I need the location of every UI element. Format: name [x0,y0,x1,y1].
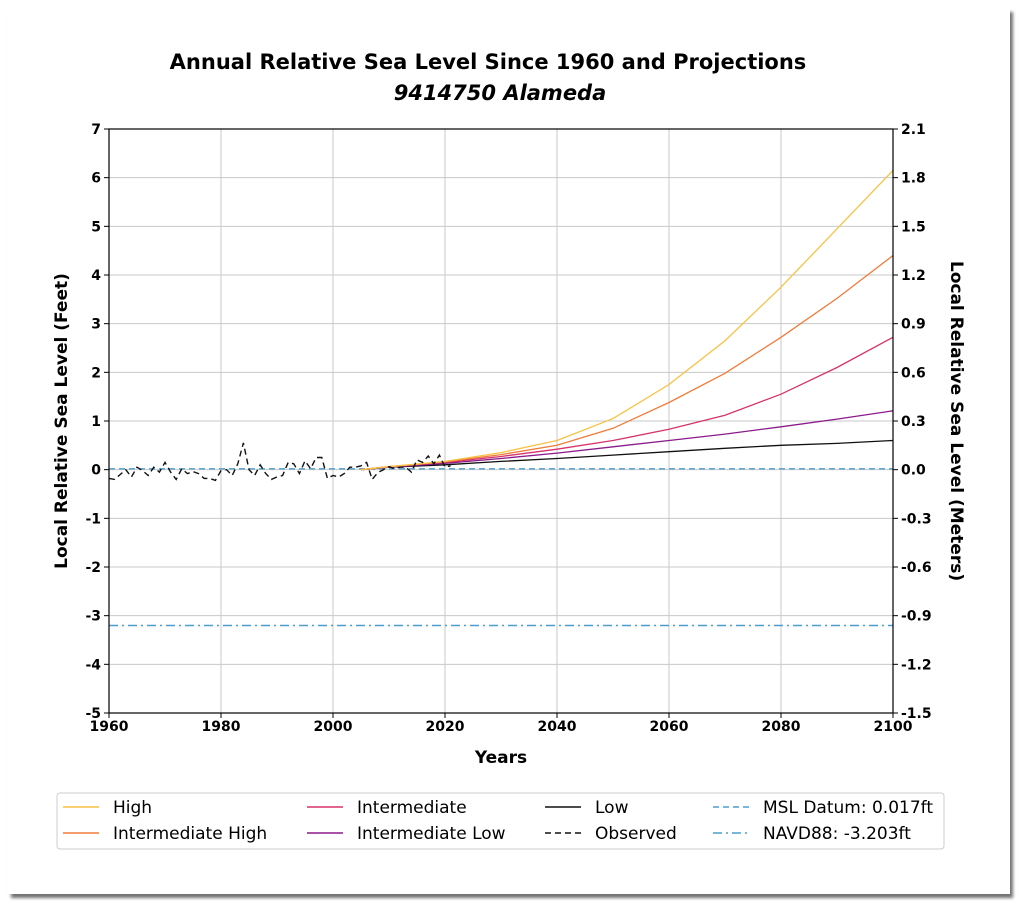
y-tick-label-right: -0.9 [901,609,932,625]
y-tick-label-right: -1.2 [901,657,932,673]
x-tick-label: 1980 [202,719,241,735]
y-tick-label-left: 3 [91,317,101,333]
chart-title: Annual Relative Sea Level Since 1960 and… [170,50,807,74]
y-tick-label-left: 7 [91,122,101,138]
y-tick-label-right: 0.3 [901,414,926,430]
legend-label: Intermediate [357,798,467,818]
y-tick-label-left: -3 [85,609,101,625]
y-tick-label-right: -1.5 [901,706,932,722]
legend-label: Intermediate High [113,824,267,844]
y-tick-label-right: 1.5 [901,219,926,235]
legend-label: NAVD88: -3.203ft [763,824,911,844]
y-axis-label-right: Local Relative Sea Level (Meters) [946,261,966,581]
x-tick-label: 2000 [314,719,353,735]
y-tick-label-left: 6 [91,171,101,187]
legend: High Intermediate High Intermediate Interme… [63,798,933,844]
y-tick-label-left: 2 [91,365,101,381]
y-tick-label-right: 1.2 [901,268,926,284]
legend-label: Low [595,798,629,818]
series-layer [108,169,894,627]
series-line-observed [108,442,451,482]
y-tick-label-left: 1 [91,414,101,430]
y-axis-label-left: Local Relative Sea Level (Feet) [52,273,72,569]
series-line-high [360,169,894,471]
x-axis-label: Years [474,748,527,768]
y-tick-label-left: -5 [85,706,101,722]
y-tick-label-left: -2 [85,560,101,576]
x-tick-label: 2060 [650,719,689,735]
legend-label: MSL Datum: 0.017ft [763,798,933,818]
y-tick-label-left: -1 [85,511,101,527]
y-tick-label-left: -4 [85,657,101,673]
series-line-intermediate [360,336,894,471]
y-tick-label-right: 1.8 [901,171,926,187]
y-tick-label-right: 2.1 [901,122,926,138]
y-tick-label-left: 5 [91,219,101,235]
legend-label: High [113,798,152,818]
y-tick-label-right: 0.0 [901,463,926,479]
x-tick-label: 2100 [874,719,913,735]
legend-label: Observed [595,824,677,844]
y-tick-label-right: -0.3 [901,511,932,527]
y-tick-label-left: 0 [91,463,101,479]
legend-box [56,792,945,850]
series-line-intermediate-low [360,410,894,471]
y-tick-label-right: 0.9 [901,317,926,333]
legend-label: Intermediate Low [357,824,506,844]
series-line-low [360,439,894,471]
x-tick-label: 2080 [762,719,801,735]
y-tick-label-left: 4 [91,268,101,284]
x-tick-label: 2040 [538,719,577,735]
y-tick-label-right: 0.6 [901,365,926,381]
x-tick-label: 2020 [426,719,465,735]
y-tick-label-right: -0.6 [901,560,932,576]
tick-layer: 1960 1980 2000 2020 2040 2060 2080 2100 7 6 5 4 3 2 1 0… [85,122,931,735]
x-tick-label: 1960 [90,719,129,735]
chart-subtitle: 9414750 Alameda [394,81,607,105]
